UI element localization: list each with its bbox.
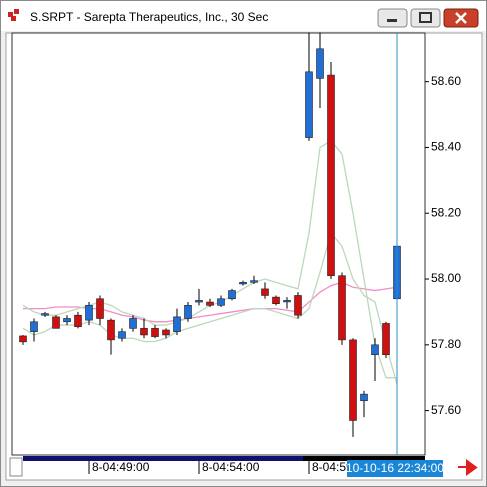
candle-body [305,71,313,138]
candle-body [217,298,225,306]
candle-body [173,316,181,332]
candle-body [272,296,280,304]
candle-body [250,280,258,283]
maximize-icon [419,12,432,23]
candle-body [228,290,236,300]
minimize-button[interactable] [377,8,408,28]
candle-body [206,301,214,306]
candle-body [261,288,269,296]
candle-body [239,282,247,285]
scroll-rest [303,456,425,461]
y-tick-label: 58.60 [431,74,461,88]
candle-body [184,305,192,319]
candle-body [85,305,93,321]
y-tick-label: 57.60 [431,403,461,417]
candle-body [30,321,38,332]
minimize-icon [387,19,397,22]
candle-body [349,339,357,421]
candle-body [74,314,82,328]
scroll-right-arrow[interactable] [458,459,478,476]
candle-body [96,298,104,319]
candle-body [195,300,203,303]
x-tick-label: 8-04:54:00 [202,460,260,474]
window-title: S.SRPT - Sarepta Therapeutics, Inc., 30 … [30,10,268,24]
y-tick-label: 58.00 [431,271,461,285]
x-tick-label: 8-04:49:00 [92,460,150,474]
candle-body [107,319,115,341]
candle-body [360,393,368,402]
candle-body [371,344,379,355]
candle-body [41,313,49,316]
plot-area [11,32,426,456]
candle-body [52,316,60,329]
candle-body [129,318,137,329]
cursor-label-box [347,460,443,477]
app-icon [8,9,19,21]
maximize-button[interactable] [410,8,441,28]
candle-body [63,318,71,323]
candle-body [118,331,126,339]
y-tick-label: 58.20 [431,205,461,219]
candle-body [162,329,170,336]
candle-body [140,328,148,336]
candle-body [316,48,324,79]
candle-body [19,335,27,343]
y-tick-label: 58.40 [431,140,461,154]
candle-body [382,323,390,355]
candle-body [283,300,291,303]
close-icon [455,12,467,24]
scroll-track[interactable] [23,456,303,461]
candle-body [327,74,335,277]
cursor-label: 10-10-16 22:34:00 [346,461,444,475]
scroll-box[interactable] [9,457,23,477]
candle-body [151,328,159,337]
candle-body [338,275,346,341]
candle-body [294,295,302,316]
y-tick-label: 57.80 [431,337,461,351]
